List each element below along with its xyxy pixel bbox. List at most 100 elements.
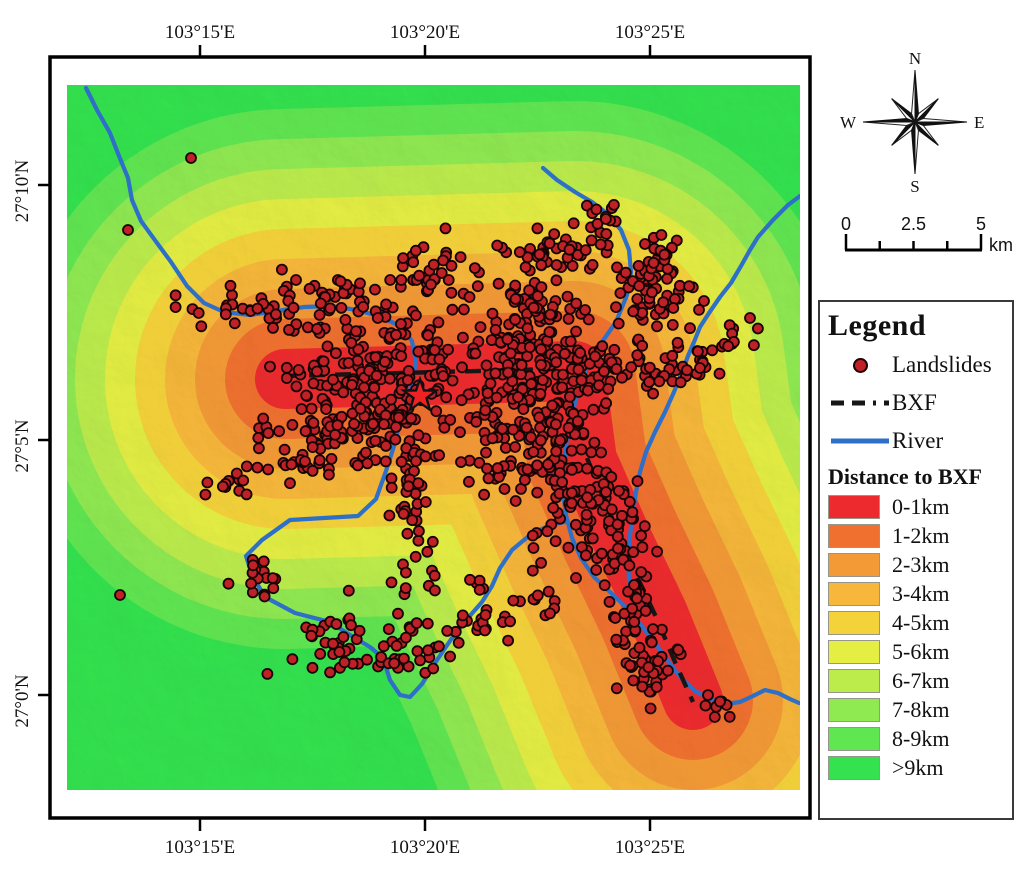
landslide-point: [602, 382, 615, 395]
landslide-point: [409, 244, 422, 257]
landslide-point: [371, 312, 384, 324]
landslide-point: [698, 295, 710, 307]
landslide-point: [409, 309, 422, 322]
landslide-point: [199, 488, 212, 501]
landslide-point: [509, 441, 521, 453]
landslide-point: [469, 347, 482, 360]
landslide-point: [632, 259, 645, 272]
distance-class-swatch: [828, 726, 880, 751]
distance-raster: [67, 85, 800, 790]
landslide-point: [554, 434, 566, 447]
landslide-point: [608, 343, 621, 356]
landslide-point: [619, 266, 632, 279]
landslide-point: [395, 350, 408, 363]
landslide-point: [317, 355, 330, 368]
landslide-point: [647, 387, 659, 400]
landslide-point: [565, 486, 578, 499]
left-tick-label: 27°10'N: [12, 159, 33, 222]
distance-class-swatch: [828, 639, 880, 664]
scalebar-number: 2.5: [901, 214, 926, 234]
landslide-point: [531, 589, 544, 602]
landslide-point: [367, 417, 379, 430]
landslide-point: [713, 367, 726, 380]
landslide-point: [625, 361, 638, 374]
landslide-point: [564, 390, 576, 403]
landslide-point: [647, 623, 659, 635]
legend-item-bxf: BXF: [828, 384, 1006, 422]
landslide-point: [354, 277, 366, 290]
landslide-point: [350, 325, 363, 338]
landslide-point: [624, 659, 636, 672]
landslide-point: [543, 237, 556, 250]
compass-point-white: [862, 121, 916, 126]
landslide-point: [439, 222, 452, 235]
landslide-point: [325, 452, 338, 465]
landslide-point: [422, 329, 434, 342]
distance-class-label: 0-1km: [892, 494, 950, 519]
landslide-point: [581, 462, 593, 475]
scalebar-number: 0: [841, 214, 851, 234]
landslide-point: [275, 263, 288, 276]
landslide-point: [531, 459, 544, 472]
landslide-point: [280, 372, 293, 385]
landslide-point: [596, 340, 609, 353]
landslide-point: [642, 661, 655, 674]
compass-point-black: [914, 69, 919, 123]
landslide-point: [612, 317, 625, 330]
landslide-point: [264, 360, 276, 373]
scalebar-unit: km: [989, 235, 1013, 255]
landslide-point: [489, 323, 502, 336]
landslide-point: [114, 589, 126, 601]
landslide-point: [531, 222, 544, 235]
landslide-point: [626, 602, 639, 615]
distance-class-swatch: [828, 610, 880, 635]
landslide-point: [684, 322, 696, 335]
landslide-point: [562, 541, 575, 554]
landslide-dot-icon: [828, 357, 892, 373]
landslide-point: [708, 711, 721, 723]
landslide-point: [290, 274, 302, 286]
landslide-point: [327, 637, 339, 650]
landslide-point: [348, 417, 361, 430]
landslide-point: [575, 443, 588, 456]
landslide-point: [342, 357, 355, 369]
landslide-point: [456, 609, 469, 622]
landslide-point: [378, 355, 391, 368]
landslide-point: [422, 644, 435, 657]
landslide-point: [219, 308, 232, 321]
landslide-point: [570, 572, 582, 584]
distance-class-swatch: [828, 755, 880, 780]
landslide-point: [535, 358, 547, 371]
landslide-point: [456, 331, 469, 344]
landslide-point: [534, 387, 547, 400]
landslide-point: [267, 582, 280, 595]
bottom-tick-label: 103°15'E: [165, 837, 235, 858]
landslide-point: [650, 681, 663, 693]
landslide-point: [385, 481, 398, 494]
compass-point-black: [911, 121, 916, 175]
landslide-point: [609, 612, 622, 624]
landslide-point: [383, 509, 396, 522]
bottom-tick-label: 103°20'E: [390, 837, 460, 858]
landslide-point: [330, 618, 343, 630]
landslide-point: [405, 412, 418, 425]
landslide-point: [667, 302, 680, 314]
landslide-point: [623, 559, 636, 572]
landslide-point: [369, 434, 382, 447]
landslide-point: [395, 274, 408, 286]
landslide-point: [542, 458, 554, 471]
landslide-point: [399, 582, 412, 594]
landslide-point: [357, 300, 370, 313]
landslide-point: [480, 446, 492, 459]
landslide-point: [535, 343, 547, 356]
landslide-point: [369, 283, 381, 296]
landslide-point: [479, 404, 492, 417]
landslide-point: [414, 654, 427, 667]
landslide-point: [662, 664, 674, 677]
distance-class-swatch: [828, 581, 880, 606]
landslide-point: [410, 617, 423, 629]
landslide-point: [247, 559, 260, 572]
landslide-point: [523, 284, 535, 297]
landslide-point: [550, 356, 563, 369]
compass-label-W: W: [840, 113, 857, 132]
